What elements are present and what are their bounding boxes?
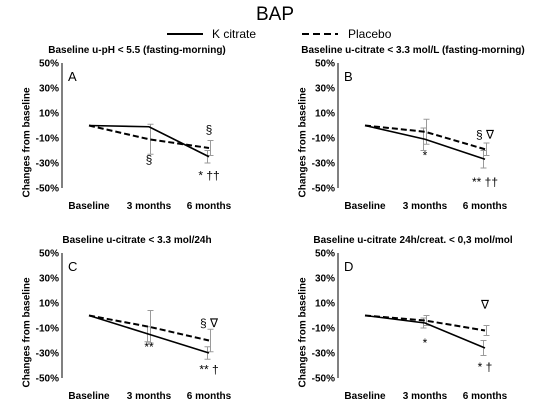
significance-mark: § ∇ <box>200 316 219 330</box>
chart-svg: 50% 30% 10% -10% -30% -50% Baseline 3 months 6 m… <box>36 249 232 403</box>
panel-letter: B <box>344 69 353 84</box>
panel-letter: D <box>344 259 353 274</box>
y-tick-label: -50% <box>36 184 59 195</box>
chart-panel-a: Baseline u-pH < 5.5 (fasting-morning) Ch… <box>2 43 272 223</box>
figure-title: BAP <box>255 4 295 25</box>
significance-mark: * † <box>478 360 493 374</box>
y-tick-label: 30% <box>315 84 335 95</box>
x-tick-label: 6 months <box>463 201 508 212</box>
x-tick-label: 3 months <box>403 201 448 212</box>
y-tick-label: 50% <box>315 59 335 70</box>
y-tick-label: -50% <box>312 184 335 195</box>
x-tick-label: 3 months <box>127 391 172 402</box>
y-tick-label: -10% <box>312 134 335 145</box>
k-citrate-series-line <box>88 314 210 354</box>
y-tick-label: 10% <box>39 299 59 310</box>
legend-placebo-label: Placebo <box>348 27 392 41</box>
panel-title: Baseline u-citrate 24h/creat. < 0,3 mol/… <box>313 235 513 246</box>
legend-k-citrate-label: K citrate <box>212 27 257 41</box>
significance-mark: ** †† <box>472 175 498 189</box>
panel-title: Baseline u-pH < 5.5 (fasting-morning) <box>48 45 226 56</box>
placebo-series-line <box>364 124 486 151</box>
x-tick-label: 6 months <box>187 391 232 402</box>
chart-svg: 50% 30% 10% -10% -30% -50% Baseline 3 months 6 m… <box>312 249 508 403</box>
y-tick-label: 10% <box>315 299 335 310</box>
x-tick-label: 3 months <box>403 391 448 402</box>
y-tick-label: 10% <box>315 109 335 120</box>
y-tick-label: 50% <box>39 249 59 260</box>
placebo-series-line <box>364 314 486 332</box>
panel-title: Baseline u-citrate < 3.3 mol/L (fasting-… <box>301 45 525 56</box>
significance-mark: * †† <box>198 169 219 183</box>
y-tick-label: -10% <box>36 134 59 145</box>
legend-solid-line-icon <box>167 33 203 35</box>
legend: K citrate Placebo <box>0 27 550 41</box>
x-tick-label: Baseline <box>344 201 386 212</box>
panel-letter: C <box>68 259 77 274</box>
panel-title: Baseline u-citrate < 3.3 mol/24h <box>62 235 212 246</box>
significance-mark: ∇ <box>480 297 490 311</box>
y-tick-label: 30% <box>39 84 59 95</box>
x-tick-label: Baseline <box>68 201 110 212</box>
significance-mark: § <box>206 122 213 136</box>
chart-svg: 50% 30% 10% -10% -30% -50% Baseline 3 months 6 m… <box>36 59 232 213</box>
y-tick-label: 10% <box>39 109 59 120</box>
significance-mark: * <box>423 336 428 350</box>
k-citrate-series-line <box>364 124 486 161</box>
chart-svg: 50% 30% 10% -10% -30% -50% Baseline 3 months 6 m… <box>312 59 508 213</box>
y-tick-label: -30% <box>312 349 335 360</box>
placebo-series-line <box>88 124 210 149</box>
y-tick-label: 50% <box>315 249 335 260</box>
y-tick-label: -30% <box>36 159 59 170</box>
x-tick-label: Baseline <box>68 391 110 402</box>
significance-mark: ** <box>144 340 154 354</box>
x-tick-label: Baseline <box>344 391 386 402</box>
y-tick-label: 30% <box>315 274 335 285</box>
y-tick-label: -30% <box>312 159 335 170</box>
placebo-series-line <box>88 314 210 342</box>
y-tick-label: -10% <box>312 324 335 335</box>
x-tick-label: 6 months <box>187 201 232 212</box>
significance-mark: * <box>423 149 428 163</box>
y-tick-label: 30% <box>39 274 59 285</box>
chart-panel-b: Baseline u-citrate < 3.3 mol/L (fasting-… <box>278 43 548 223</box>
y-tick-label: -30% <box>36 349 59 360</box>
significance-mark: § <box>146 152 153 166</box>
legend-dashed-line-icon <box>302 33 338 35</box>
y-tick-label: 50% <box>39 59 59 70</box>
chart-panel-c: Baseline u-citrate < 3.3 mol/24h Changes… <box>2 233 272 413</box>
x-tick-label: 6 months <box>463 391 508 402</box>
significance-mark: § ∇ <box>476 127 495 141</box>
chart-panel-d: Baseline u-citrate 24h/creat. < 0,3 mol/… <box>278 233 548 413</box>
significance-mark: ** † <box>199 362 218 376</box>
y-tick-label: -50% <box>36 374 59 385</box>
panel-letter: A <box>68 69 77 84</box>
y-tick-label: -10% <box>36 324 59 335</box>
x-tick-label: 3 months <box>127 201 172 212</box>
y-tick-label: -50% <box>312 374 335 385</box>
k-citrate-series-line <box>88 124 210 158</box>
